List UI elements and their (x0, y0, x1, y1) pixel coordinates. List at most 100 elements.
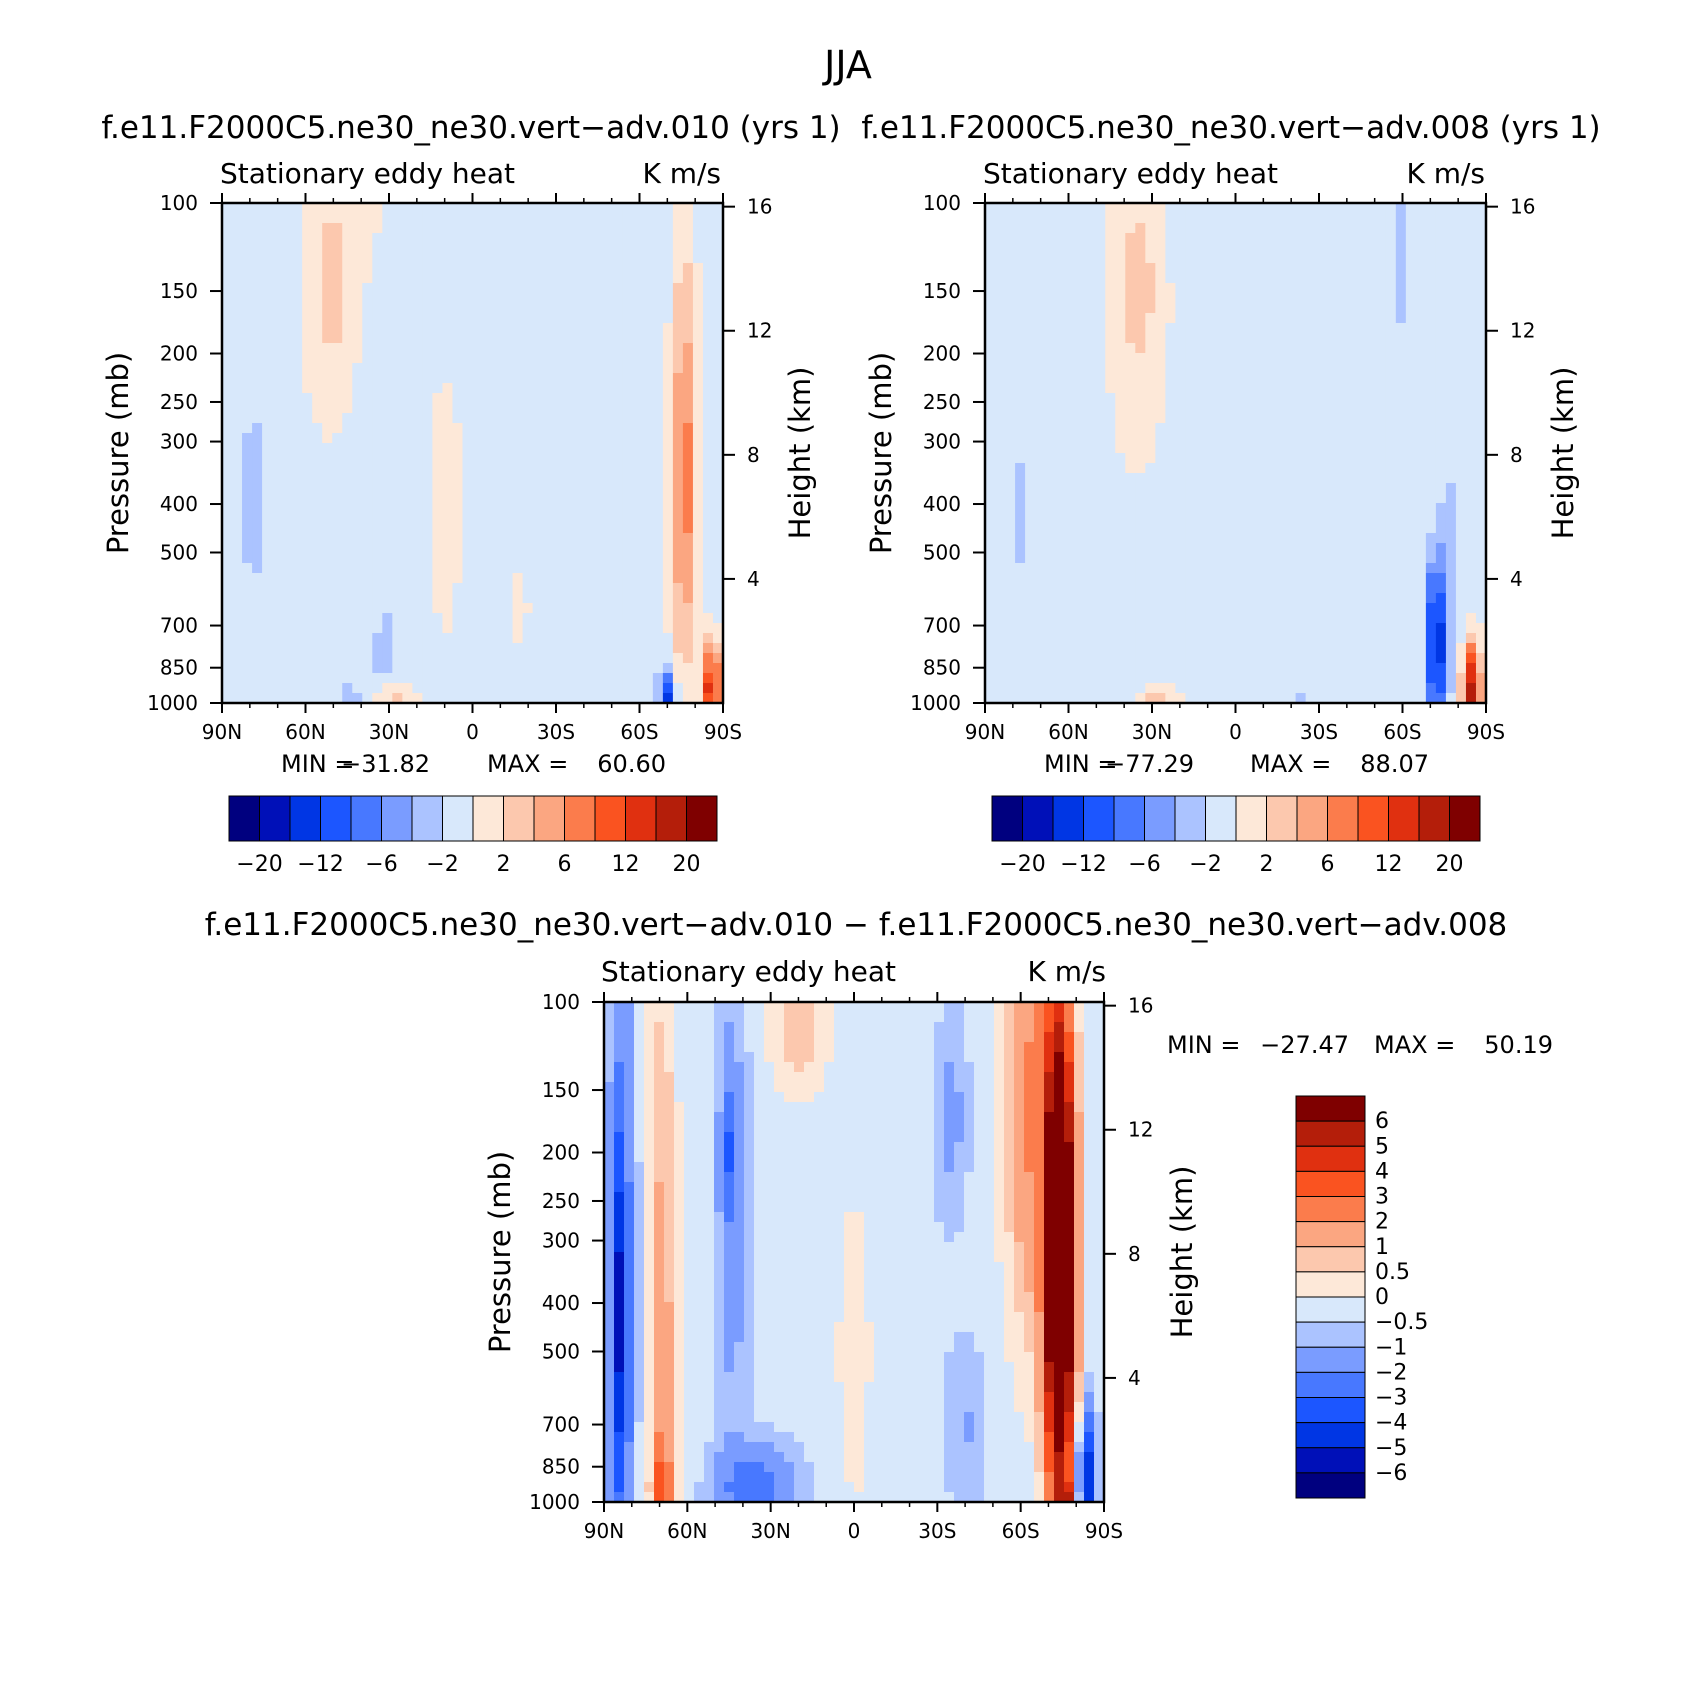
contour-cell (582, 653, 594, 664)
contour-cell (1105, 453, 1116, 464)
contour-cell (262, 513, 273, 524)
contour-cell (1135, 503, 1146, 514)
contour-cell (382, 413, 393, 424)
contour-cell (1265, 213, 1277, 224)
contour-cell (582, 463, 594, 474)
contour-cell (322, 413, 333, 424)
contour-cell (1145, 623, 1156, 634)
contour-cell (1025, 323, 1036, 334)
contour-cell (262, 293, 273, 304)
contour-cell (512, 203, 524, 214)
contour-cell (302, 353, 313, 364)
contour-cell (1095, 563, 1106, 574)
contour-cell (1325, 213, 1337, 224)
contour-cell (1455, 473, 1467, 484)
contour-cell (1105, 633, 1116, 644)
contour-cell (1195, 413, 1207, 424)
contour-cell (322, 243, 333, 254)
contour-cell (1115, 233, 1126, 244)
contour-cell (1145, 263, 1156, 274)
contour-cell (242, 393, 253, 404)
contour-cell (512, 483, 524, 494)
contour-cell (232, 553, 243, 564)
contour-cell (612, 293, 624, 304)
contour-cell (1305, 653, 1317, 664)
contour-cell (985, 523, 996, 534)
contour-cell (562, 533, 574, 544)
contour-cell (1245, 493, 1257, 504)
contour-cell (1185, 493, 1197, 504)
panel-unit-label: K m/s (1406, 157, 1485, 190)
contour-cell (542, 223, 554, 234)
contour-cell (1045, 223, 1056, 234)
contour-cell (252, 693, 263, 704)
contour-cell (582, 563, 594, 574)
contour-cell (522, 653, 534, 664)
contour-cell (1435, 533, 1447, 544)
contour-cell (1025, 343, 1036, 354)
contour-cell (322, 593, 333, 604)
contour-cell (412, 263, 423, 274)
contour-cell (652, 463, 664, 474)
contour-cell (1285, 633, 1297, 644)
contour-cell (1195, 303, 1207, 314)
contour-cell (1295, 303, 1307, 314)
contour-cell (1465, 343, 1477, 354)
contour-cell (482, 443, 494, 454)
contour-cell (422, 233, 434, 244)
contour-cell (1165, 353, 1176, 364)
contour-cell (412, 323, 423, 334)
contour-cell (1015, 353, 1026, 364)
contour-cell (342, 273, 353, 284)
contour-cell (652, 263, 664, 274)
contour-cell (1035, 563, 1046, 574)
contour-cell (712, 633, 724, 644)
contour-cell (552, 503, 564, 514)
contour-cell (1395, 613, 1407, 624)
contour-cell (592, 203, 604, 214)
contour-cell (995, 443, 1006, 454)
contour-cell (342, 533, 353, 544)
contour-cell (362, 543, 373, 554)
contour-cell (1385, 293, 1397, 304)
contour-cell (1215, 503, 1227, 514)
contour-cell (1185, 303, 1197, 314)
contour-cell (242, 493, 253, 504)
contour-cell (1015, 433, 1026, 444)
contour-cell (292, 653, 303, 664)
contour-cell (1135, 643, 1146, 654)
contour-cell (1185, 603, 1197, 614)
contour-cell (362, 293, 373, 304)
contour-cell (662, 583, 674, 594)
contour-cell (282, 603, 293, 614)
contour-cell (362, 273, 373, 284)
contour-cell (512, 503, 524, 514)
contour-cell (682, 423, 694, 434)
contour-cell (712, 593, 724, 604)
contour-cell (1395, 463, 1407, 474)
contour-cell (1005, 573, 1016, 584)
contour-cell (692, 663, 704, 674)
contour-cell (272, 573, 283, 584)
colorbar-label: −2 (426, 852, 458, 877)
contour-cell (1275, 363, 1287, 374)
contour-cell (412, 433, 423, 444)
contour-cell (382, 573, 393, 584)
contour-cell (352, 523, 363, 534)
contour-cell (1005, 633, 1016, 644)
contour-cell (682, 313, 694, 324)
contour-cell (1255, 493, 1267, 504)
contour-cell (1305, 233, 1317, 244)
contour-cell (1095, 423, 1106, 434)
contour-cell (462, 573, 474, 584)
contour-cell (672, 643, 684, 654)
contour-cell (482, 533, 494, 544)
contour-cell (1075, 533, 1086, 544)
contour-cell (995, 283, 1006, 294)
contour-cell (1285, 663, 1297, 674)
contour-cell (622, 203, 634, 214)
contour-cell (662, 333, 674, 344)
contour-cell (712, 393, 724, 404)
contour-cell (682, 553, 694, 564)
contour-cell (372, 473, 383, 484)
